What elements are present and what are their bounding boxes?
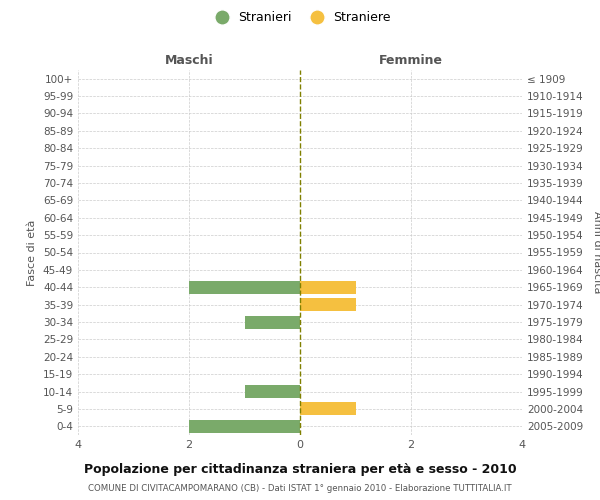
Text: Popolazione per cittadinanza straniera per età e sesso - 2010: Popolazione per cittadinanza straniera p… bbox=[83, 462, 517, 475]
Y-axis label: Fasce di età: Fasce di età bbox=[28, 220, 37, 286]
Bar bbox=[245, 385, 300, 398]
Bar bbox=[189, 280, 300, 294]
Text: Femmine: Femmine bbox=[379, 54, 443, 67]
Bar bbox=[300, 402, 355, 415]
Y-axis label: Anni di nascita: Anni di nascita bbox=[592, 211, 600, 294]
Bar bbox=[300, 298, 355, 311]
Bar bbox=[300, 280, 355, 294]
Bar bbox=[189, 420, 300, 433]
Bar bbox=[245, 316, 300, 328]
Text: COMUNE DI CIVITACAMPOMARANO (CB) - Dati ISTAT 1° gennaio 2010 - Elaborazione TUT: COMUNE DI CIVITACAMPOMARANO (CB) - Dati … bbox=[88, 484, 512, 493]
Text: Maschi: Maschi bbox=[164, 54, 214, 67]
Legend: Stranieri, Straniere: Stranieri, Straniere bbox=[205, 6, 395, 29]
